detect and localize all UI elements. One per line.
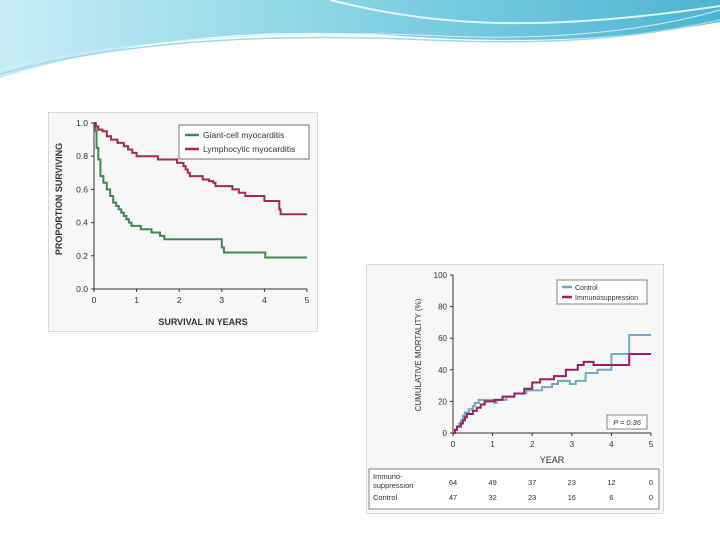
legend-label-immunosuppression: Immunosuppression	[575, 295, 638, 302]
risk-table-cell: 0	[649, 478, 653, 487]
x-tick-label: 4	[262, 295, 267, 305]
y-tick-label: 0.6	[76, 184, 88, 194]
risk-table-cell: 12	[607, 478, 615, 487]
legend-label-lymphocytic: Lymphocytic myocarditis	[203, 144, 295, 154]
legend: Giant-cell myocarditis Lymphocytic myoca…	[179, 125, 309, 159]
x-axis-label: SURVIVAL IN YEARS	[158, 317, 247, 327]
risk-table-cell: 23	[568, 478, 576, 487]
risk-table-cell: 37	[528, 478, 536, 487]
x-tick-label: 0	[92, 295, 97, 305]
y-tick-label: 0.4	[76, 218, 88, 228]
x-tick-label: 1	[490, 440, 495, 449]
x-tick-label: 2	[530, 440, 535, 449]
risk-table-cell: 16	[568, 493, 576, 502]
y-tick-label: 0.0	[76, 284, 88, 294]
y-tick-label: 0.2	[76, 251, 88, 261]
x-tick-label: 3	[219, 295, 224, 305]
y-tick-label: 0.8	[76, 151, 88, 161]
y-tick-label: 0	[443, 429, 448, 438]
risk-table-cell: 0	[649, 493, 653, 502]
risk-table-cell: 64	[449, 478, 457, 487]
x-tick-label: 1	[134, 295, 139, 305]
x-tick-label: 2	[177, 295, 182, 305]
header-swoosh-graphic	[0, 0, 720, 80]
risk-row-label-control: Control	[373, 493, 398, 502]
x-axis-label: YEAR	[540, 455, 565, 465]
risk-table-cell: 49	[488, 478, 496, 487]
x-tick-label: 5	[649, 440, 654, 449]
y-tick-label: 40	[438, 366, 447, 375]
survival-chart: PROPORTION SURVIVING 0.00.20.40.60.81.0 …	[49, 113, 317, 331]
risk-table-cell: 32	[488, 493, 496, 502]
survival-chart-panel: PROPORTION SURVIVING 0.0 0.2 0.4 0.6 0.8 1.0 …	[48, 112, 318, 332]
y-tick-label: 20	[438, 397, 447, 406]
y-tick-label: 1.0	[76, 118, 88, 128]
risk-table-cell: 23	[528, 493, 536, 502]
x-tick-label: 0	[451, 440, 456, 449]
p-value-annotation: P = 0.36	[613, 418, 642, 427]
y-axis-label: CUMULATIVE MORTALITY (%)	[414, 298, 423, 411]
p-value-box: P = 0.36	[607, 415, 647, 429]
risk-row-label-line-1: Immuno-	[373, 472, 403, 481]
legend: Control Immunosuppression	[557, 280, 647, 304]
legend-label-giant-cell: Giant-cell myocarditis	[203, 130, 284, 140]
y-axis-label: PROPORTION SURVIVING	[54, 143, 64, 255]
y-tick-label: 60	[438, 334, 447, 343]
risk-table: Immuno- suppression Control 64 49 37 23 12 0 4…	[369, 469, 659, 509]
y-tick-label: 80	[438, 303, 447, 312]
y-tick-label: 100	[434, 271, 448, 280]
risk-row-label-line-2: suppression	[373, 481, 413, 490]
risk-table-cell: 47	[449, 493, 457, 502]
x-tick-label: 3	[570, 440, 575, 449]
risk-table-cell: 6	[609, 493, 613, 502]
x-tick-label: 5	[305, 295, 310, 305]
x-tick-label: 4	[609, 440, 614, 449]
legend-label-control: Control	[575, 285, 598, 292]
